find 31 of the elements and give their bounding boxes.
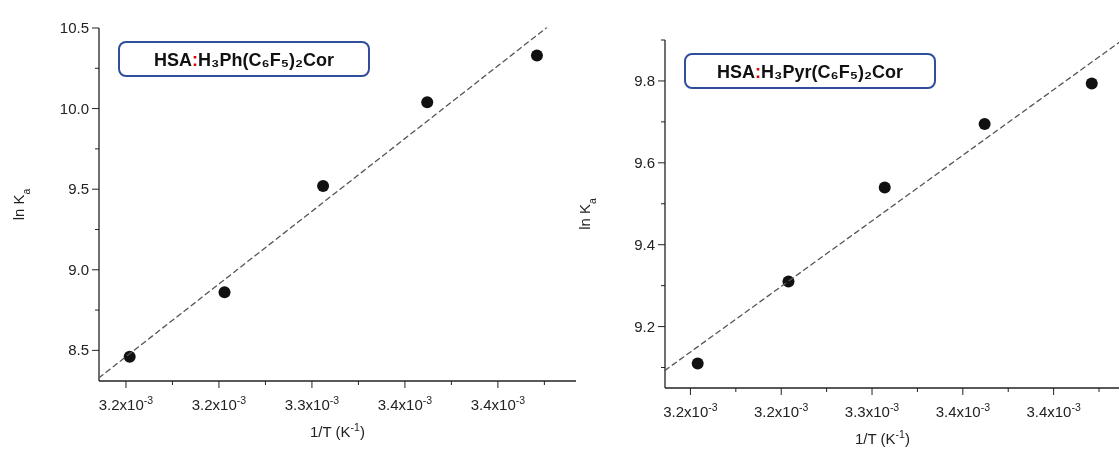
y-tick-label: 8.5 (68, 341, 89, 359)
text: HSA:H₃Pyr(C₆F₅)₂Cor (717, 62, 903, 82)
x-tick-label: 3.3x10$^{-3}$ (284, 394, 340, 413)
x-tick-label: 3.3x10$^{-3}$ (844, 401, 900, 420)
x-axis-title: 1/T (K$^{-1}$) (855, 428, 910, 447)
y-tick-label: 9.4 (634, 235, 655, 253)
point (530, 49, 543, 62)
x-tick-label: 3.4x10$^{-3}$ (935, 401, 991, 420)
x-tick-label: 3.2x10$^{-3}$ (754, 401, 809, 420)
y-tick-label: 9.5 (68, 180, 89, 198)
x-axis-title: 1/T (K$^{-1}$) (310, 421, 365, 440)
y-tick-label: 10.5 (59, 19, 89, 36)
text: HSA:H₃Ph(C₆F₅)₂Cor (154, 50, 334, 70)
point (878, 181, 891, 194)
point (691, 357, 704, 370)
point (218, 286, 231, 299)
x-tick-label: 3.2x10$^{-3}$ (191, 394, 247, 413)
y-tick-label: 10.0 (59, 99, 89, 117)
x-tick-label: 3.2x10$^{-3}$ (663, 401, 718, 420)
x-tick-label: 3.4x10$^{-3}$ (1026, 401, 1081, 420)
x-tick-label: 3.4x10$^{-3}$ (377, 394, 433, 413)
y-tick-label: 9.8 (634, 71, 655, 89)
y-tick-label: 9.2 (634, 317, 655, 335)
x-tick-label: 3.4x10$^{-3}$ (470, 394, 526, 413)
point (1085, 77, 1098, 90)
point (317, 179, 330, 192)
y-tick-label: 9.6 (634, 153, 655, 171)
point (421, 96, 434, 109)
x-tick-label: 3.2x10$^{-3}$ (98, 394, 154, 413)
y-tick-label: 9.0 (68, 260, 89, 278)
point (978, 117, 991, 130)
